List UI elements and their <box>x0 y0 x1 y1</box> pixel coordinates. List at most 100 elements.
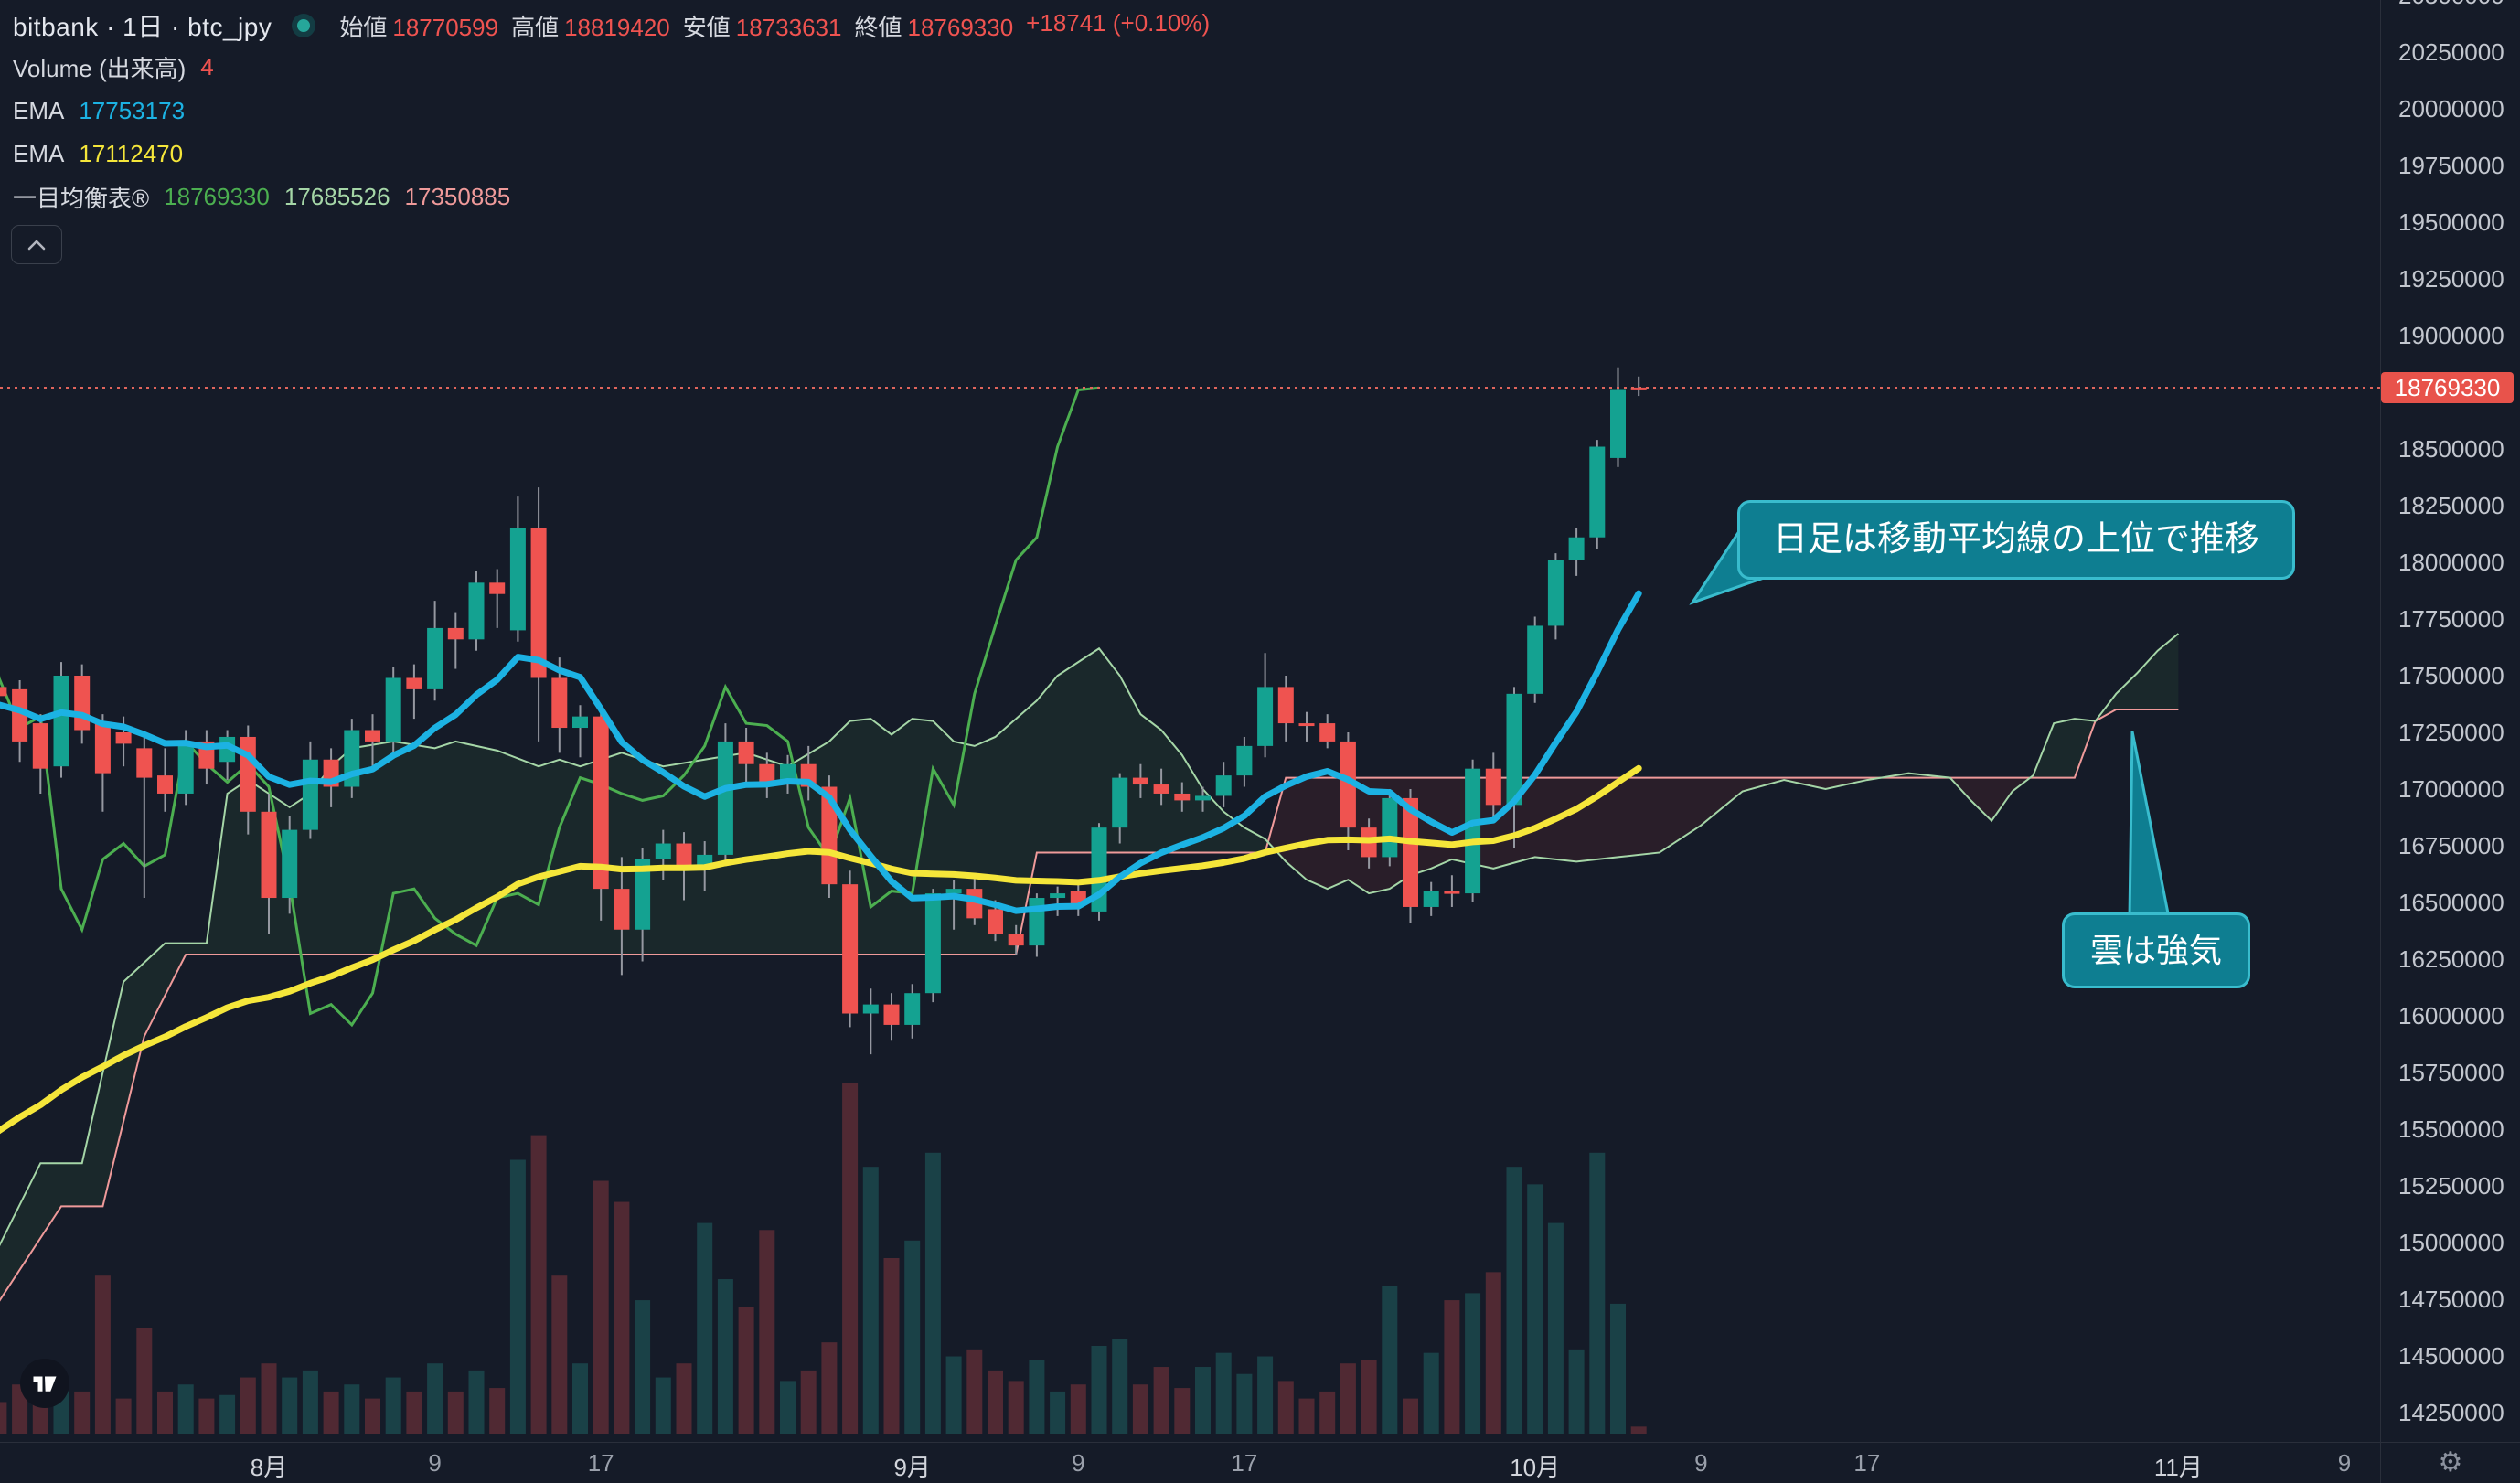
time-tick-label: 17 <box>587 1449 614 1477</box>
candle-body <box>1008 934 1024 946</box>
volume-bar <box>198 1398 215 1434</box>
time-tick-label: 8月 <box>250 1454 288 1481</box>
volume-bar <box>1547 1222 1564 1434</box>
candle-body <box>1319 723 1336 742</box>
candle-body <box>1547 560 1564 626</box>
volume-bar <box>635 1300 651 1434</box>
price-tick-label: 17750000 <box>2398 605 2504 633</box>
candle-body <box>738 741 754 764</box>
volume-bar <box>842 1083 859 1434</box>
price-tick-label: 15750000 <box>2398 1059 2504 1086</box>
volume-bar <box>365 1398 380 1434</box>
volume-bar <box>94 1275 111 1434</box>
candle-body <box>593 716 609 890</box>
time-tick-label: 17 <box>1231 1449 1258 1477</box>
candle-body <box>1195 795 1211 801</box>
volume-bar <box>282 1377 298 1434</box>
volume-bar <box>1630 1426 1647 1434</box>
ema-slow-value: 17112470 <box>79 139 184 167</box>
candle-body <box>115 732 132 744</box>
volume-bar <box>1444 1300 1460 1434</box>
candle-body <box>282 829 298 899</box>
volume-label: Volume (出来高) <box>13 54 187 82</box>
volume-value: 4 <box>200 52 214 80</box>
time-tick-label: 9 <box>428 1449 442 1477</box>
price-axis[interactable]: 18769330 20500000 20250000 20000000 1975000… <box>2380 0 2520 1483</box>
candle-body <box>1423 891 1439 907</box>
candle-body <box>842 884 859 1014</box>
ichimoku-chikou-value: 18769330 <box>164 182 270 210</box>
market-status-icon[interactable] <box>292 14 316 37</box>
volume-bar <box>74 1391 91 1434</box>
volume-bar <box>945 1356 962 1434</box>
candle-body <box>1485 768 1501 806</box>
volume-bar <box>1195 1367 1211 1434</box>
volume-bar <box>1527 1184 1543 1434</box>
candle-body <box>1174 793 1191 801</box>
open-label: 始値 <box>339 13 388 41</box>
price-tick-label: 16500000 <box>2398 889 2504 916</box>
ichimoku-senkou-a-value: 17685526 <box>283 182 390 210</box>
candle-body <box>572 716 588 729</box>
candle-body <box>1132 777 1148 785</box>
volume-bar <box>862 1167 879 1434</box>
volume-bar <box>115 1398 132 1434</box>
candle-body <box>468 582 485 640</box>
price-tick-label: 19500000 <box>2398 208 2504 236</box>
price-tick-label: 15500000 <box>2398 1115 2504 1143</box>
candle-body <box>635 859 651 930</box>
candle-body <box>32 723 48 769</box>
candle-body <box>1340 741 1356 828</box>
volume-bar <box>676 1363 692 1434</box>
annotation-callout-cloud[interactable]: 雲は強気 <box>2062 912 2250 988</box>
legend-row-ichimoku[interactable]: 一目均衡表® 18769330 17685526 17350885 <box>13 181 510 212</box>
time-axis[interactable]: 8月 9 17 9月 9 17 10月 9 17 11月 9 <box>0 1442 2520 1483</box>
low-label: 安値 <box>682 13 731 41</box>
ichimoku-cloud <box>1949 777 2031 821</box>
tradingview-logo[interactable] <box>20 1359 69 1408</box>
symbol-title[interactable]: bitbank · 1日 · btc_jpy <box>13 13 272 41</box>
candle-body <box>614 889 630 930</box>
price-tick-label: 19250000 <box>2398 265 2504 293</box>
volume-bar <box>1050 1391 1066 1434</box>
price-tick-label: 14250000 <box>2398 1399 2504 1426</box>
ema-fast-label: EMA <box>13 96 65 124</box>
candle-body <box>1444 891 1460 894</box>
candle-body <box>12 688 28 742</box>
volume-bar <box>157 1391 173 1434</box>
axis-settings-icon[interactable]: ⚙ <box>2438 1446 2463 1478</box>
candle-body <box>177 741 194 794</box>
price-tick-label: 18000000 <box>2398 549 2504 576</box>
chikou-line <box>0 386 1100 1028</box>
volume-bar <box>1465 1293 1481 1434</box>
candle-body <box>509 528 526 631</box>
close-label: 終値 <box>854 13 902 41</box>
candle-body <box>385 677 401 742</box>
price-tick-label: 16000000 <box>2398 1002 2504 1030</box>
candle-body <box>904 993 921 1025</box>
candle-body <box>1527 625 1543 694</box>
volume-bar <box>883 1258 900 1434</box>
legend-row-volume[interactable]: Volume (出来高) 4 <box>13 51 214 82</box>
volume-bar <box>261 1363 277 1434</box>
legend-collapse-button[interactable] <box>11 225 62 264</box>
volume-bar <box>1008 1381 1024 1434</box>
price-tick-label: 15000000 <box>2398 1229 2504 1256</box>
volume-bar <box>1568 1349 1585 1434</box>
candle-body <box>447 627 464 640</box>
volume-bar <box>1070 1384 1086 1434</box>
candle-body <box>530 528 547 678</box>
volume-bar <box>344 1384 360 1434</box>
volume-bar <box>1174 1388 1191 1434</box>
price-tick-label: 14750000 <box>2398 1286 2504 1313</box>
candle-body <box>924 893 941 994</box>
volume-bar <box>136 1328 153 1434</box>
volume-bar <box>447 1391 464 1434</box>
legend-row-ema-slow[interactable]: EMA 17112470 <box>13 138 183 169</box>
volume-bar <box>904 1240 921 1434</box>
legend-row-ema-fast[interactable]: EMA 17753173 <box>13 95 185 126</box>
price-tick-label: 17000000 <box>2398 775 2504 803</box>
price-tick-label: 16750000 <box>2398 832 2504 859</box>
annotation-callout-trend[interactable]: 日足は移動平均線の上位で推移 <box>1737 500 2295 580</box>
